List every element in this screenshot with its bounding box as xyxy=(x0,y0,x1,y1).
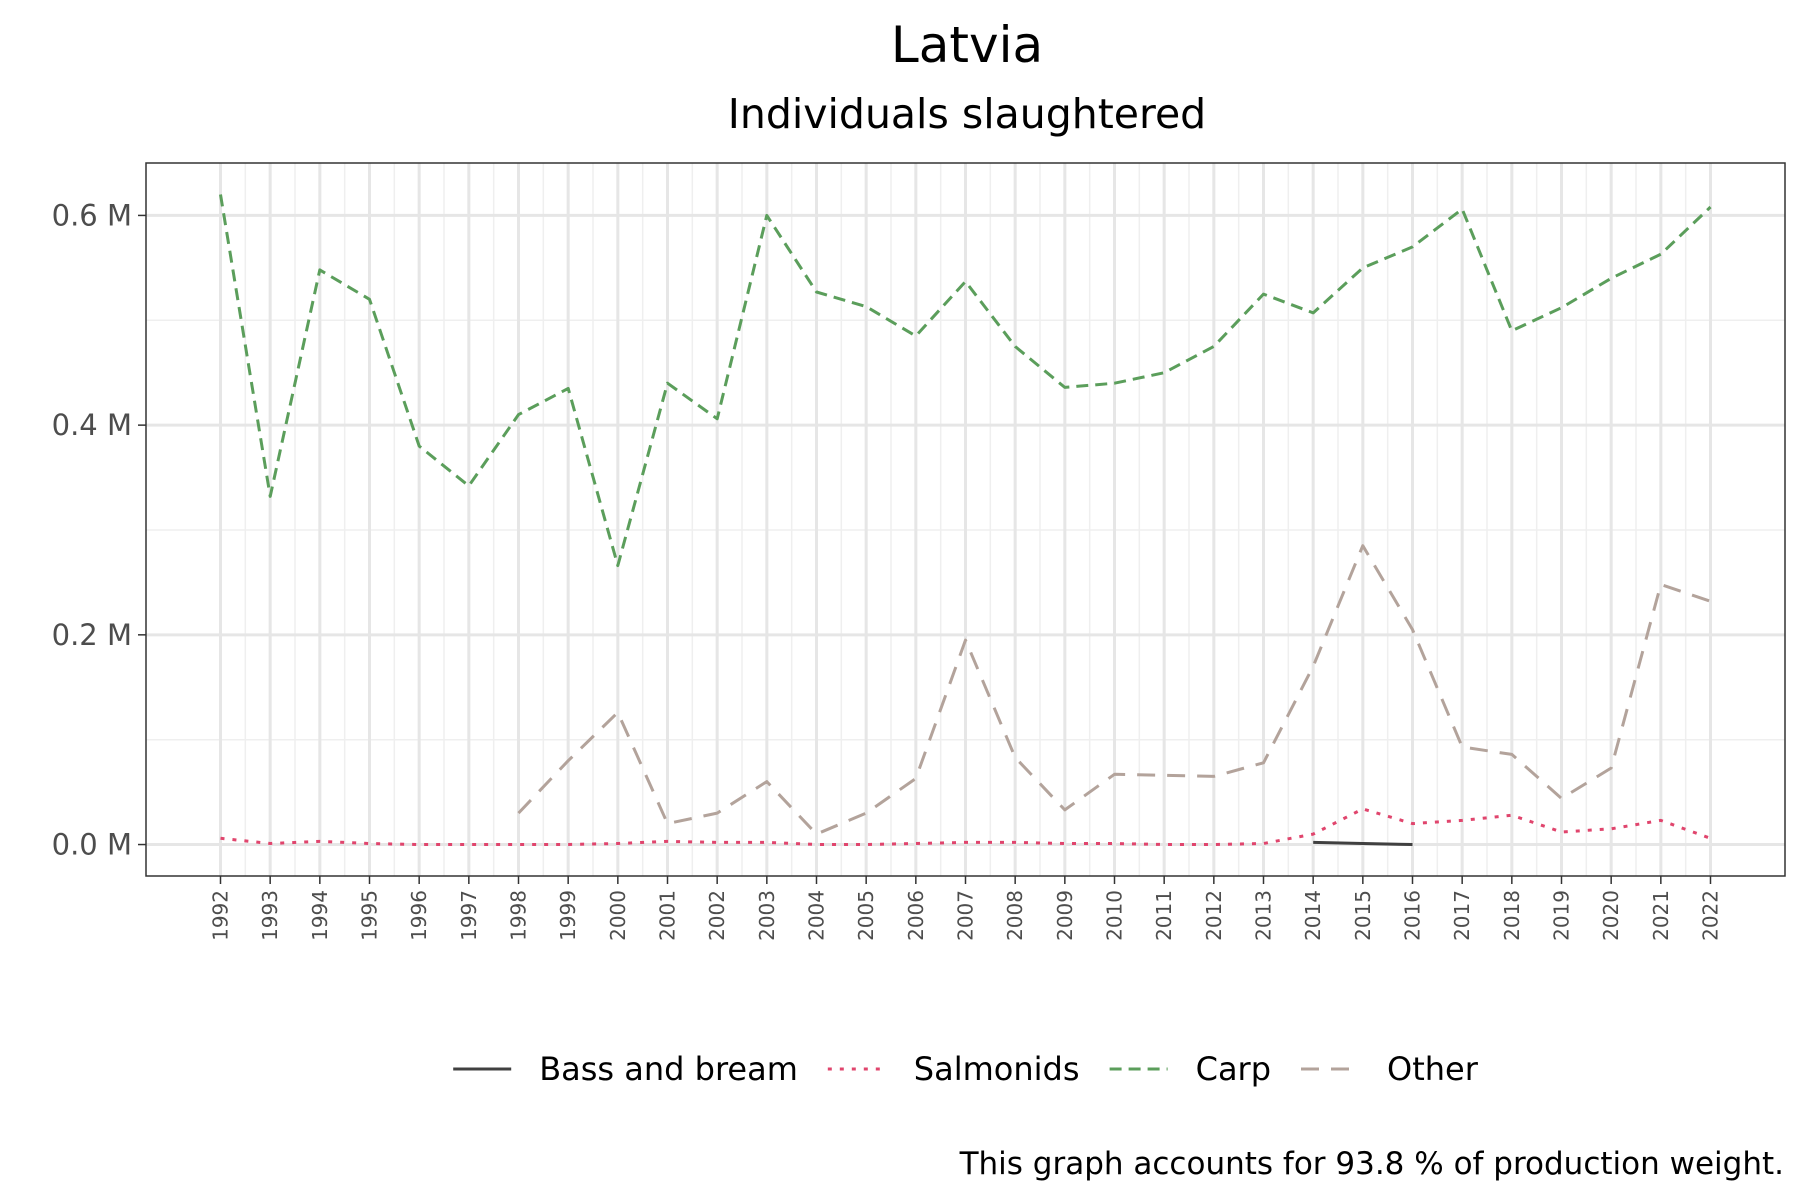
legend-item-other: Other xyxy=(1301,1050,1479,1088)
y-axis: 0.0 M 0.2 M 0.4 M 0.6 M xyxy=(52,198,146,862)
x-tick-label: 1992 xyxy=(209,890,233,941)
x-tick-label: 2016 xyxy=(1401,890,1425,941)
x-tick-label: 2015 xyxy=(1351,890,1375,941)
y-tick-label: 0.6 M xyxy=(52,198,132,232)
legend-label-bass-and-bream: Bass and bream xyxy=(539,1050,798,1088)
series-lines xyxy=(219,194,1712,846)
x-tick-label: 2003 xyxy=(755,890,779,941)
series-line-bass-and-bream xyxy=(1313,840,1413,846)
x-axis: 1992 1993 1994 1995 1996 1997 1998 1999 2000 2001… xyxy=(209,876,1723,941)
plot-panel xyxy=(145,162,1786,877)
x-tick-label: 2004 xyxy=(805,890,829,941)
x-tick-label: 2017 xyxy=(1450,890,1474,941)
x-tick-label: 2006 xyxy=(904,890,928,941)
series-line-salmonids xyxy=(220,807,1712,846)
x-tick-label: 1998 xyxy=(507,890,531,941)
legend-label-salmonids: Salmonids xyxy=(914,1050,1080,1088)
x-tick-label: 1995 xyxy=(358,890,382,941)
x-tick-label: 2021 xyxy=(1649,890,1673,941)
y-tick-label: 0.4 M xyxy=(52,408,132,442)
x-tick-label: 2013 xyxy=(1252,890,1276,941)
legend-item-salmonids: Salmonids xyxy=(827,1050,1080,1088)
x-tick-label: 2002 xyxy=(705,890,729,941)
major-gridlines xyxy=(146,163,1785,876)
legend-item-bass-and-bream: Bass and bream xyxy=(453,1050,798,1088)
chart-title: Latvia xyxy=(891,16,1043,74)
x-tick-label: 1997 xyxy=(457,890,481,941)
x-tick-label: 2005 xyxy=(854,890,878,941)
x-tick-label: 2001 xyxy=(656,890,680,941)
x-tick-label: 2007 xyxy=(954,890,978,941)
series-line-other xyxy=(517,544,1711,836)
y-tick-label: 0.0 M xyxy=(52,828,132,862)
x-tick-label: 2008 xyxy=(1003,890,1027,941)
x-tick-label: 2020 xyxy=(1599,890,1623,941)
legend-item-carp: Carp xyxy=(1109,1050,1271,1088)
chart-subtitle: Individuals slaughtered xyxy=(728,90,1206,138)
x-tick-label: 2018 xyxy=(1500,890,1524,941)
x-tick-label: 2014 xyxy=(1301,890,1325,941)
y-tick-label: 0.2 M xyxy=(52,618,132,652)
chart-caption: This graph accounts for 93.8 % of produc… xyxy=(959,1146,1784,1182)
x-tick-label: 1996 xyxy=(407,890,431,941)
x-tick-label: 2011 xyxy=(1152,890,1176,941)
x-tick-label: 2009 xyxy=(1053,890,1077,941)
legend: Bass and bream Salmonids Carp Other xyxy=(453,1050,1479,1088)
x-tick-label: 1993 xyxy=(258,890,282,941)
legend-label-other: Other xyxy=(1387,1050,1479,1088)
x-tick-label: 2012 xyxy=(1202,890,1226,941)
x-tick-label: 1994 xyxy=(308,890,332,941)
x-tick-label: 2010 xyxy=(1103,890,1127,941)
x-tick-label: 2022 xyxy=(1699,890,1723,941)
legend-label-carp: Carp xyxy=(1196,1050,1271,1088)
x-tick-label: 1999 xyxy=(556,890,580,941)
x-tick-label: 2000 xyxy=(606,890,630,941)
x-tick-label: 2019 xyxy=(1550,890,1574,941)
